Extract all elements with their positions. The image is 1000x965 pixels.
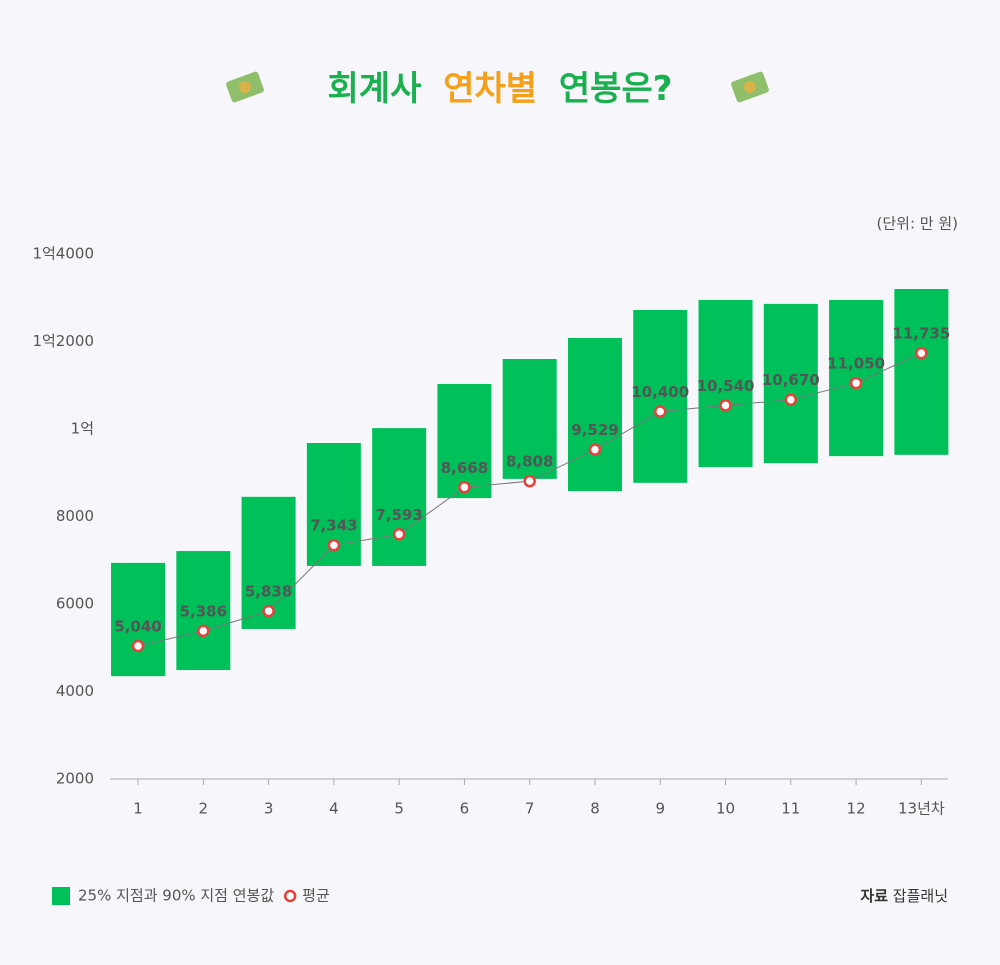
x-tick-label: 3 (264, 800, 274, 818)
value-label: 10,670 (762, 371, 820, 389)
source-text: 잡플래닛 (893, 887, 948, 905)
range-bar (763, 303, 818, 464)
chart-title: 회계사 연차별 연봉은? (328, 69, 673, 109)
avg-point (588, 443, 602, 456)
x-tick-label: 2 (199, 800, 209, 818)
range-bar (176, 551, 231, 671)
range-bar (698, 299, 753, 468)
value-label: 10,400 (631, 383, 689, 401)
source-label: 자료 (860, 887, 888, 905)
legend-swatch (52, 887, 70, 905)
y-tick-label: 1억 (71, 420, 94, 438)
value-label: 8,668 (441, 459, 488, 477)
range-bar (567, 338, 622, 492)
x-tick-label: 1 (133, 800, 143, 818)
avg-point (523, 474, 536, 488)
value-label: 5,386 (180, 602, 227, 620)
avg-point (392, 528, 406, 541)
money-icon (226, 71, 769, 103)
y-tick-label: 1억2000 (32, 332, 94, 350)
x-tick-label: 13년차 (898, 800, 945, 818)
value-label: 11,050 (827, 355, 885, 373)
y-tick-label: 2000 (56, 770, 94, 788)
x-tick-label: 10 (716, 800, 735, 818)
avg-point (197, 624, 210, 638)
avg-point (915, 346, 928, 360)
legend-marker (283, 889, 297, 903)
value-label: 7,593 (375, 506, 422, 524)
avg-point (719, 399, 732, 412)
value-label: 11,735 (892, 325, 950, 343)
value-label: 7,343 (310, 517, 357, 535)
unit-label: (단위: 만 원) (877, 215, 959, 233)
range-bar (894, 289, 949, 455)
x-tick-label: 9 (655, 800, 665, 818)
range-bar (502, 359, 557, 479)
avg-point (784, 393, 798, 406)
x-tick-label: 6 (460, 800, 470, 818)
avg-point (131, 639, 145, 653)
value-label: 5,040 (114, 618, 161, 636)
y-tick-label: 4000 (56, 682, 94, 700)
x-tick-label: 5 (394, 800, 404, 818)
avg-point (327, 538, 341, 552)
value-label: 10,540 (697, 377, 755, 395)
avg-point (849, 376, 863, 390)
title-part: 회계사 (328, 69, 422, 109)
range-bar (372, 428, 427, 566)
value-label: 9,529 (571, 421, 618, 439)
legend-label: 평균 (302, 887, 330, 905)
x-tick-label: 12 (847, 800, 866, 818)
avg-point (262, 604, 275, 618)
range-bar (633, 310, 688, 483)
avg-point (458, 481, 471, 494)
title-part: 연차별 (443, 69, 537, 109)
value-label: 5,838 (245, 583, 292, 601)
x-tick-label: 11 (781, 800, 800, 818)
x-tick-label: 8 (590, 800, 600, 818)
x-tick-label: 7 (525, 800, 535, 818)
source: 자료 잡플래닛 (860, 887, 948, 905)
title-part: 연봉은? (559, 69, 673, 109)
legend-label: 25% 지점과 90% 지점 연봉값 (78, 887, 274, 905)
y-tick-label: 8000 (56, 507, 94, 525)
y-tick-label: 1억4000 (32, 245, 94, 263)
range-bar (111, 562, 166, 677)
y-tick-label: 6000 (56, 595, 94, 613)
range-bar (437, 383, 492, 499)
value-label: 8,808 (506, 453, 553, 471)
x-tick-label: 4 (329, 800, 339, 818)
avg-point (654, 405, 667, 418)
